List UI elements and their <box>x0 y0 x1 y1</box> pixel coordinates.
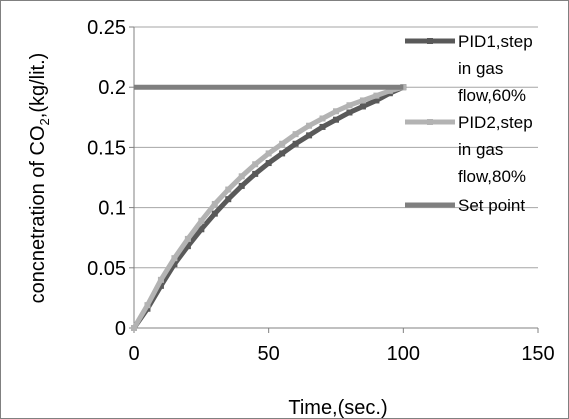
data-point-pid2 <box>359 97 366 104</box>
data-point-pid1 <box>265 160 272 167</box>
data-point-pid2 <box>157 276 164 283</box>
data-point-pid1 <box>211 210 218 217</box>
tick-labels: 0 0.05 0.1 0.15 0.2 0.25 0 50 100 150 <box>87 17 555 365</box>
data-point-pid1 <box>279 150 286 157</box>
y-axis-title-subscript: 2 <box>37 118 52 125</box>
legend-label-pid1: PID1,step <box>458 32 533 51</box>
x-tick-label: 50 <box>258 343 280 365</box>
legend: PID1,step in gas flow,60% PID2,step in gas fl… <box>405 32 533 215</box>
series-layer <box>131 84 407 331</box>
data-point-pid2 <box>279 140 286 147</box>
data-point-pid1 <box>171 261 178 268</box>
data-point-pid1 <box>157 282 164 289</box>
data-point-pid2 <box>292 131 299 138</box>
x-tick-label: 150 <box>521 343 554 365</box>
data-point-pid1 <box>252 170 259 177</box>
data-point-pid1 <box>198 226 205 233</box>
data-point-pid1 <box>319 123 326 130</box>
data-point-pid2 <box>265 150 272 157</box>
axes <box>129 26 539 333</box>
y-axis-title: concnetration of CO2,(kg/lit.) <box>27 53 52 304</box>
data-point-pid1 <box>346 109 353 116</box>
data-point-pid2 <box>171 255 178 262</box>
data-point-pid2 <box>386 87 393 94</box>
legend-marker-pid2 <box>427 119 433 125</box>
x-tick-label: 100 <box>387 343 420 365</box>
data-point-pid2 <box>333 108 339 115</box>
data-point-pid1 <box>238 182 245 189</box>
data-point-pid2 <box>184 235 191 242</box>
y-tick-label: 0.05 <box>87 258 126 280</box>
y-tick-label: 0 <box>115 318 126 340</box>
x-tick-label: 0 <box>128 343 139 365</box>
y-axis-title-unit: ,(kg/lit.) <box>27 53 49 119</box>
data-point-pid2 <box>238 173 245 180</box>
data-point-pid2 <box>346 102 353 109</box>
legend-label-pid2: PID2,step <box>458 113 533 132</box>
gridlines <box>134 26 538 269</box>
legend-label-pid2: flow,80% <box>458 167 526 186</box>
x-axis-title: Time,(sec.) <box>288 397 387 419</box>
y-tick-label: 0.2 <box>98 77 126 99</box>
data-point-pid2 <box>144 302 151 309</box>
data-point-pid2 <box>211 200 218 207</box>
data-point-pid2 <box>225 186 232 193</box>
y-axis-title-main: concnetration of CO <box>27 125 49 303</box>
data-point-pid1 <box>184 243 191 250</box>
y-tick-label: 0.1 <box>98 198 126 220</box>
legend-label-set-point: Set point <box>458 196 525 215</box>
y-tick-label: 0.15 <box>87 137 126 159</box>
data-point-pid1 <box>292 140 299 147</box>
data-point-pid1 <box>359 103 366 110</box>
legend-label-pid1: in gas <box>458 59 503 78</box>
data-point-pid2 <box>306 122 313 129</box>
data-point-pid2 <box>131 325 137 331</box>
data-point-pid2 <box>319 115 326 122</box>
data-point-pid1 <box>225 196 232 203</box>
legend-marker-pid1 <box>427 38 433 44</box>
data-point-pid2 <box>198 217 205 224</box>
data-point-pid1 <box>373 97 380 104</box>
data-point-pid1 <box>306 132 313 139</box>
legend-label-pid1: flow,60% <box>458 86 526 105</box>
legend-label-pid2: in gas <box>458 140 503 159</box>
data-point-pid2 <box>252 161 259 168</box>
data-point-pid1 <box>333 116 339 123</box>
data-point-pid2 <box>373 92 380 99</box>
y-tick-label: 0.25 <box>87 17 126 39</box>
